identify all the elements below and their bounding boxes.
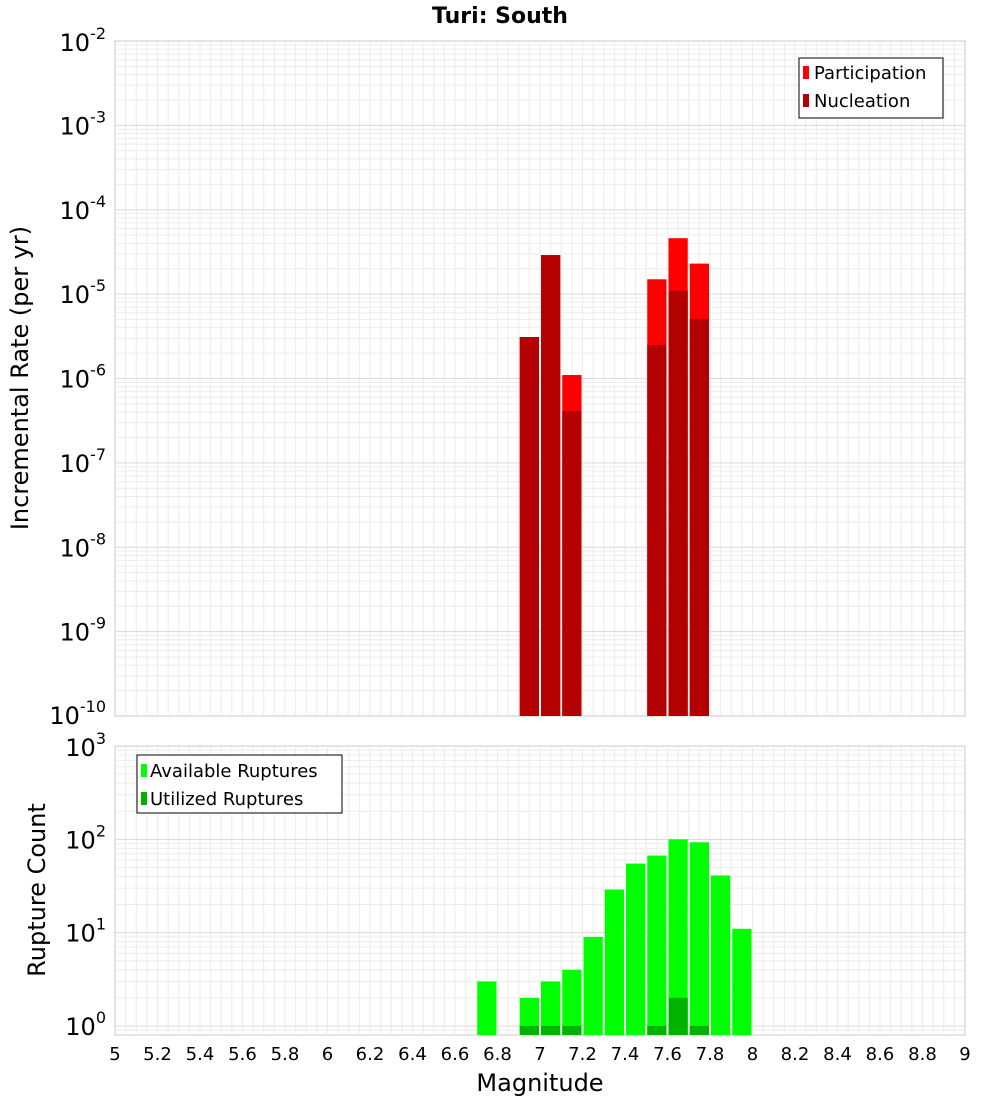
nucleation-bar bbox=[519, 337, 539, 716]
available-ruptures-bar bbox=[477, 981, 497, 1035]
x-tick-label: 8.4 bbox=[823, 1044, 852, 1065]
x-tick-label: 6.4 bbox=[398, 1044, 427, 1065]
y-tick-label: 10-6 bbox=[60, 361, 107, 394]
y-tick-label: 102 bbox=[65, 821, 106, 854]
participation-legend-label: Participation bbox=[814, 63, 926, 84]
participation-legend-swatch bbox=[803, 66, 809, 79]
utilized-ruptures-bar bbox=[562, 1025, 582, 1035]
y-tick-label: 10-10 bbox=[49, 697, 106, 730]
x-tick-labels: 5 5.2 5.4 5.6 5.8 6 6.2 6.4 6.6 6.8 7 7.2 7.4 7.6 7.8 8… bbox=[109, 1044, 970, 1065]
utilized-ruptures-bar bbox=[519, 1025, 539, 1035]
y-tick-label: 10-8 bbox=[60, 529, 107, 562]
x-tick-label: 6.6 bbox=[441, 1044, 470, 1065]
available-ruptures-bar bbox=[583, 936, 603, 1035]
utilized-ruptures-bar bbox=[647, 1025, 667, 1035]
x-tick-label: 6.2 bbox=[356, 1044, 385, 1065]
available-ruptures-legend-swatch bbox=[141, 764, 147, 777]
available-ruptures-bar bbox=[732, 928, 752, 1035]
x-tick-label: 6 bbox=[322, 1044, 333, 1065]
x-tick-label: 5 bbox=[109, 1044, 120, 1065]
bottom-gridlines bbox=[115, 746, 965, 1035]
bottom-y-tick-labels: 100 101 102 103 bbox=[65, 729, 106, 1041]
available-ruptures-bar bbox=[711, 875, 731, 1035]
nucleation-bar bbox=[647, 344, 667, 716]
x-tick-label: 7.6 bbox=[653, 1044, 682, 1065]
y-tick-label: 10-3 bbox=[60, 107, 107, 140]
x-tick-label: 8.8 bbox=[908, 1044, 937, 1065]
available-ruptures-bar bbox=[562, 969, 582, 1035]
bottom-legend-box bbox=[136, 754, 343, 814]
x-tick-label: 7.4 bbox=[611, 1044, 640, 1065]
utilized-ruptures-legend-swatch bbox=[141, 792, 147, 805]
available-ruptures-bar bbox=[647, 855, 667, 1035]
x-tick-label: 6.8 bbox=[483, 1044, 512, 1065]
x-tick-label: 8.6 bbox=[866, 1044, 895, 1065]
top-gridlines bbox=[115, 41, 965, 716]
y-tick-label: 10-9 bbox=[60, 614, 107, 647]
nucleation-bar bbox=[668, 290, 688, 716]
x-tick-label: 7.2 bbox=[568, 1044, 597, 1065]
y-tick-label: 103 bbox=[65, 729, 106, 762]
x-axis-label: Magnitude bbox=[476, 1069, 603, 1097]
y-tick-label: 100 bbox=[65, 1008, 106, 1041]
y-tick-label: 10-4 bbox=[60, 192, 107, 225]
available-ruptures-bar bbox=[689, 842, 709, 1035]
utilized-ruptures-bar bbox=[668, 997, 688, 1035]
available-ruptures-bar bbox=[626, 863, 646, 1035]
available-ruptures-bar bbox=[541, 981, 561, 1035]
top-legend: Participation Nucleation bbox=[798, 57, 944, 119]
utilized-ruptures-legend-label: Utilized Ruptures bbox=[150, 789, 303, 810]
bottom-legend: Available Ruptures Utilized Ruptures bbox=[136, 754, 343, 814]
nucleation-legend-swatch bbox=[803, 94, 809, 107]
top-bars bbox=[519, 238, 709, 716]
x-tick-label: 7.8 bbox=[696, 1044, 725, 1065]
top-y-tick-labels: 10-10 10-9 10-8 10-7 10-6 10-5 10-4 10-3 10-2 bbox=[49, 24, 106, 730]
available-ruptures-bar bbox=[519, 997, 539, 1035]
chart-title: Turi: South bbox=[432, 4, 568, 29]
y-tick-label: 10-7 bbox=[60, 445, 107, 478]
available-ruptures-legend-label: Available Ruptures bbox=[150, 761, 318, 782]
y-tick-label: 10-2 bbox=[60, 24, 107, 57]
available-ruptures-bar bbox=[604, 889, 624, 1035]
nucleation-bar bbox=[562, 411, 582, 716]
x-tick-label: 5.4 bbox=[186, 1044, 215, 1065]
x-tick-label: 5.6 bbox=[228, 1044, 257, 1065]
utilized-ruptures-bar bbox=[689, 1025, 709, 1035]
top-legend-box bbox=[798, 57, 944, 119]
x-tick-label: 9 bbox=[959, 1044, 970, 1065]
x-tick-label: 5.8 bbox=[271, 1044, 300, 1065]
available-ruptures-bar bbox=[668, 839, 688, 1035]
utilized-ruptures-bar bbox=[541, 1025, 561, 1035]
nucleation-bar bbox=[541, 255, 561, 716]
x-tick-label: 8 bbox=[747, 1044, 758, 1065]
bottom-bars bbox=[477, 839, 752, 1035]
top-y-axis-label: Incremental Rate (per yr) bbox=[6, 226, 34, 530]
x-tick-label: 8.2 bbox=[781, 1044, 810, 1065]
x-tick-label: 5.2 bbox=[143, 1044, 172, 1065]
y-tick-label: 101 bbox=[65, 915, 106, 948]
y-tick-label: 10-5 bbox=[60, 276, 107, 309]
nucleation-legend-label: Nucleation bbox=[814, 91, 910, 112]
bottom-y-axis-label: Rupture Count bbox=[23, 803, 51, 977]
nucleation-bar bbox=[689, 318, 709, 716]
x-tick-label: 7 bbox=[534, 1044, 545, 1065]
